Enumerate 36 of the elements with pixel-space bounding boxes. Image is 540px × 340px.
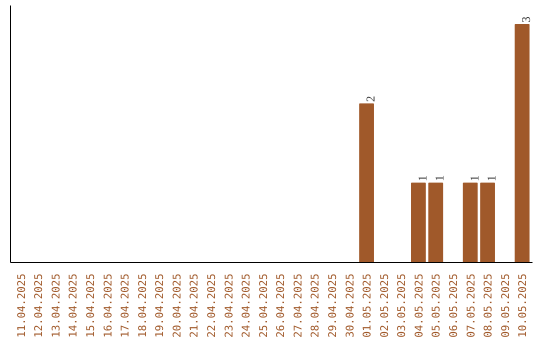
x-tick-label: 03.05.2025 bbox=[395, 274, 408, 338]
data-label: 2 bbox=[364, 96, 378, 102]
x-tick-label: 28.04.2025 bbox=[308, 274, 322, 338]
data-label: 3 bbox=[519, 16, 534, 23]
x-tick-label: 07.05.2025 bbox=[464, 274, 478, 338]
x-tick-label: 26.04.2025 bbox=[274, 274, 288, 338]
x-tick-label: 01.05.2025 bbox=[360, 274, 374, 338]
x-tick-label: 09.05.2025 bbox=[498, 274, 512, 338]
data-label: 1 bbox=[415, 175, 430, 182]
x-tick-label: 17.04.2025 bbox=[118, 274, 132, 338]
x-tick-label: 04.05.2025 bbox=[412, 274, 426, 338]
x-tick-label: 11.04.2025 bbox=[14, 274, 28, 338]
x-tick-label: 08.05.2025 bbox=[482, 274, 495, 338]
x-tick-label: 24.04.2025 bbox=[240, 274, 253, 338]
x-tick-label: 05.05.2025 bbox=[430, 274, 443, 338]
x-tick-label: 27.04.2025 bbox=[291, 274, 304, 338]
x-tick-label: 19.04.2025 bbox=[153, 274, 166, 338]
x-tick-label: 14.04.2025 bbox=[66, 274, 80, 338]
x-tick-label: 10.05.2025 bbox=[516, 274, 530, 338]
data-label: 1 bbox=[467, 175, 482, 182]
x-tick-label: 25.04.2025 bbox=[256, 274, 270, 338]
x-tick-label: 15.04.2025 bbox=[84, 274, 98, 338]
x-tick-label: 18.04.2025 bbox=[136, 274, 149, 338]
x-tick-label: 22.04.2025 bbox=[205, 274, 218, 338]
x-tick-label: 21.04.2025 bbox=[188, 274, 201, 338]
x-tick-label: 29.04.2025 bbox=[326, 274, 339, 338]
data-label: 1 bbox=[432, 175, 447, 182]
x-tick-label: 02.05.2025 bbox=[378, 274, 391, 338]
x-tick-label: 12.04.2025 bbox=[32, 274, 46, 338]
x-tick-label: 23.04.2025 bbox=[222, 274, 236, 338]
x-tick-label: 13.04.2025 bbox=[49, 274, 62, 338]
x-tick-label: 30.04.2025 bbox=[343, 274, 356, 338]
x-tick-label: 20.04.2025 bbox=[170, 274, 184, 338]
data-label: 1 bbox=[484, 175, 499, 182]
x-tick-label: 16.04.2025 bbox=[101, 274, 114, 338]
x-tick-label: 06.05.2025 bbox=[446, 274, 460, 338]
